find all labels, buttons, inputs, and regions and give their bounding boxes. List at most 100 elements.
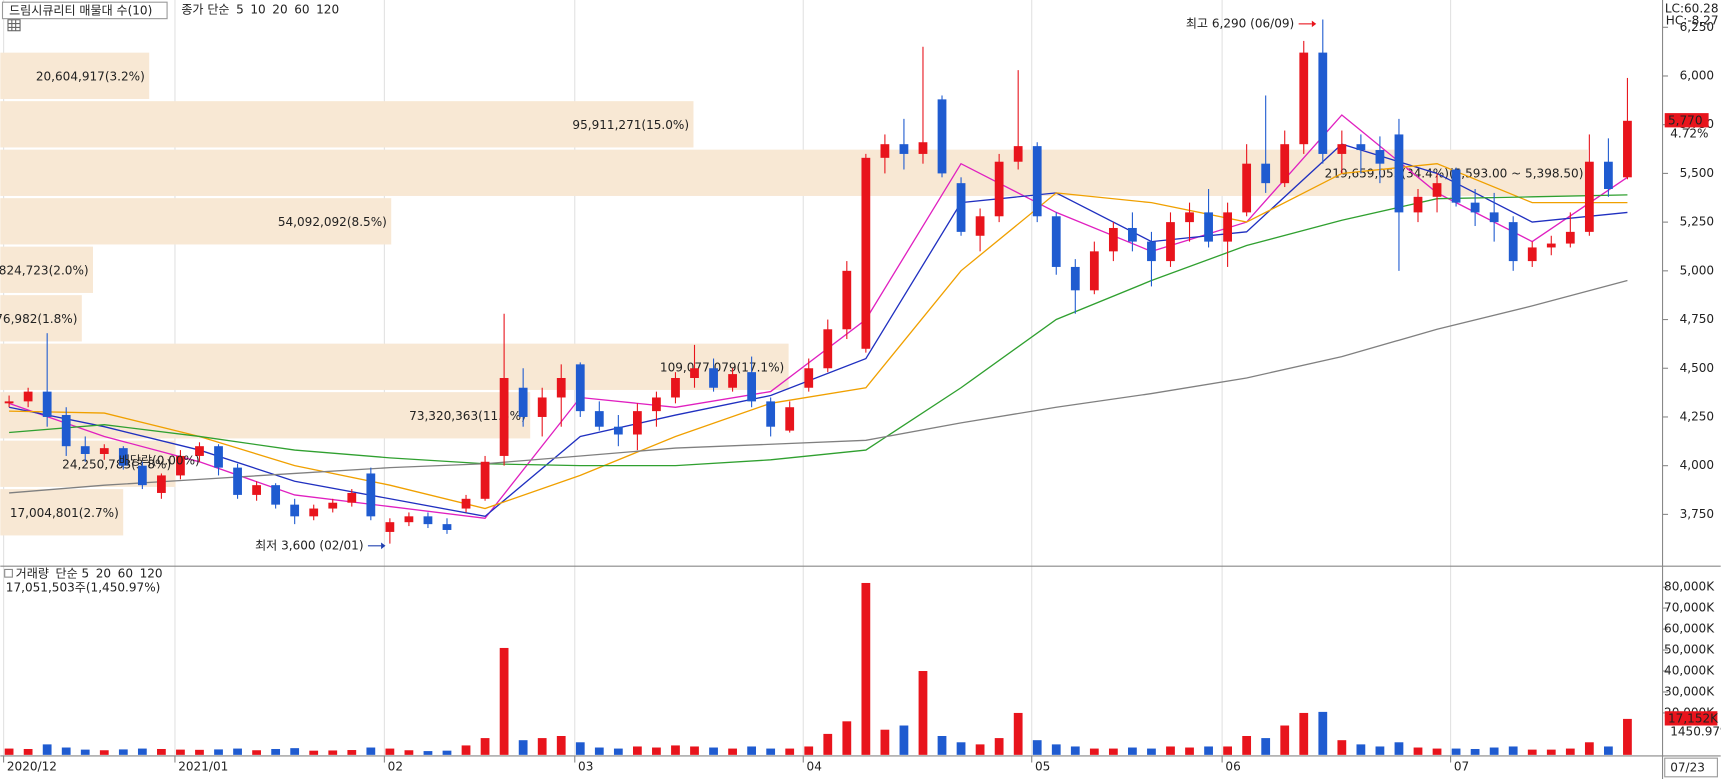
candle-body <box>157 475 166 493</box>
volume-bar <box>309 750 319 755</box>
candle-body <box>766 401 776 427</box>
volume-bar <box>195 749 204 755</box>
candle-body <box>1451 169 1461 203</box>
grid-icon-lines <box>7 19 21 31</box>
volume-bar <box>785 748 795 755</box>
volume-bar <box>1623 718 1632 755</box>
candle-body <box>975 216 985 236</box>
candle-body <box>747 372 757 402</box>
volume-bar <box>1128 747 1137 755</box>
candle-body <box>956 183 966 232</box>
volume-bar <box>99 750 109 755</box>
volume-bar <box>918 671 928 755</box>
last-volume-box <box>1664 711 1718 726</box>
volume-bar <box>423 751 433 755</box>
candle-body <box>347 492 357 503</box>
volume-bar <box>499 647 509 755</box>
last-price-label: 5,770 <box>1668 113 1703 127</box>
annotation: 최고 6,290 (06/09) <box>1186 16 1294 30</box>
profile-label: 17,004,801(2.7%) <box>10 506 119 520</box>
candle-body <box>1280 144 1290 184</box>
ma-line <box>9 279 1628 494</box>
y-tick-label: 5,500 <box>1680 166 1715 180</box>
volume-bar <box>594 747 604 755</box>
legend-entry: 10 <box>250 2 265 16</box>
volume-bar <box>728 748 737 755</box>
ma-line <box>9 163 1628 510</box>
x-tick-label: 2021/01 <box>178 759 228 773</box>
candle-body <box>1527 247 1537 262</box>
grid-icon[interactable] <box>7 19 21 32</box>
candle-body <box>728 374 737 388</box>
volume-bar <box>118 749 128 755</box>
volume-bar <box>1051 744 1061 755</box>
candle-body <box>1108 227 1118 252</box>
volume-bar <box>1375 746 1385 755</box>
volume-bar <box>328 750 338 755</box>
candle-body <box>1604 161 1613 189</box>
profile-label: 54,092,092(8.5%) <box>278 215 387 229</box>
candle-body <box>918 142 928 154</box>
last-ratio: 1450.97% <box>1670 725 1721 739</box>
annotation-arrowhead <box>1311 20 1317 28</box>
volume-bar <box>556 735 566 755</box>
candle-body <box>1185 212 1194 223</box>
profile-bar <box>0 295 82 342</box>
volume-bar <box>975 744 985 755</box>
y-tick-label: 70,000K <box>1664 601 1715 615</box>
y-tick-label: 3,750 <box>1680 507 1715 521</box>
volume-bar <box>937 735 947 755</box>
candle-body <box>1546 243 1556 248</box>
candle-body <box>23 391 33 402</box>
volume-bar <box>1432 748 1442 755</box>
volume-bar <box>842 721 852 755</box>
volume-bar <box>1147 748 1156 755</box>
y-tick-label: 6,000 <box>1680 68 1715 82</box>
volume-bar <box>1261 738 1271 755</box>
profile-bar <box>0 489 124 536</box>
candle-body <box>1166 222 1175 262</box>
volume-bar <box>1185 747 1194 755</box>
legend-entry: 120 <box>140 566 163 580</box>
candle-body <box>61 415 71 447</box>
profile-bar <box>0 198 392 245</box>
volume-bar <box>1013 712 1023 755</box>
volume-bar <box>956 742 966 755</box>
volume-bar <box>652 747 661 755</box>
volume-bar <box>1604 746 1613 755</box>
annotation: 최저 3,600 (02/01) <box>255 538 363 552</box>
volume-bar <box>804 746 814 755</box>
y-tick-label: 30,000K <box>1664 684 1715 698</box>
candle-body <box>880 144 890 158</box>
candle-body <box>1051 216 1061 267</box>
candle-body <box>42 391 52 417</box>
profile-bar <box>0 52 150 99</box>
title-box[interactable] <box>1 1 168 20</box>
volume-bar <box>709 747 718 755</box>
volume-bar <box>1318 711 1328 755</box>
candle-body <box>594 411 604 427</box>
profile-bar <box>0 343 789 390</box>
candle-body <box>1337 144 1347 154</box>
profile-label: 109,077,079(17.1%) <box>660 360 784 374</box>
candle-body <box>1128 227 1137 242</box>
x-tick-label: 05 <box>1035 759 1050 773</box>
candle-body <box>385 522 395 532</box>
volume-bar <box>880 729 890 755</box>
candle-body <box>785 407 795 431</box>
candle-body <box>1356 144 1366 151</box>
volume-bar <box>157 748 166 755</box>
volume-bar <box>1584 742 1594 755</box>
candle-body <box>195 446 204 456</box>
candle-body <box>709 368 718 388</box>
volume-bar <box>80 749 90 755</box>
volume-bar <box>252 750 261 755</box>
volume-bar <box>23 748 33 755</box>
last-date-box <box>1664 757 1718 778</box>
y-tick-label: 50,000K <box>1664 643 1715 657</box>
y-tick-label: 60,000K <box>1664 622 1715 636</box>
candle-body <box>690 368 699 378</box>
candle-body <box>118 448 128 466</box>
indicator: LC:60.28 <box>1665 1 1719 15</box>
